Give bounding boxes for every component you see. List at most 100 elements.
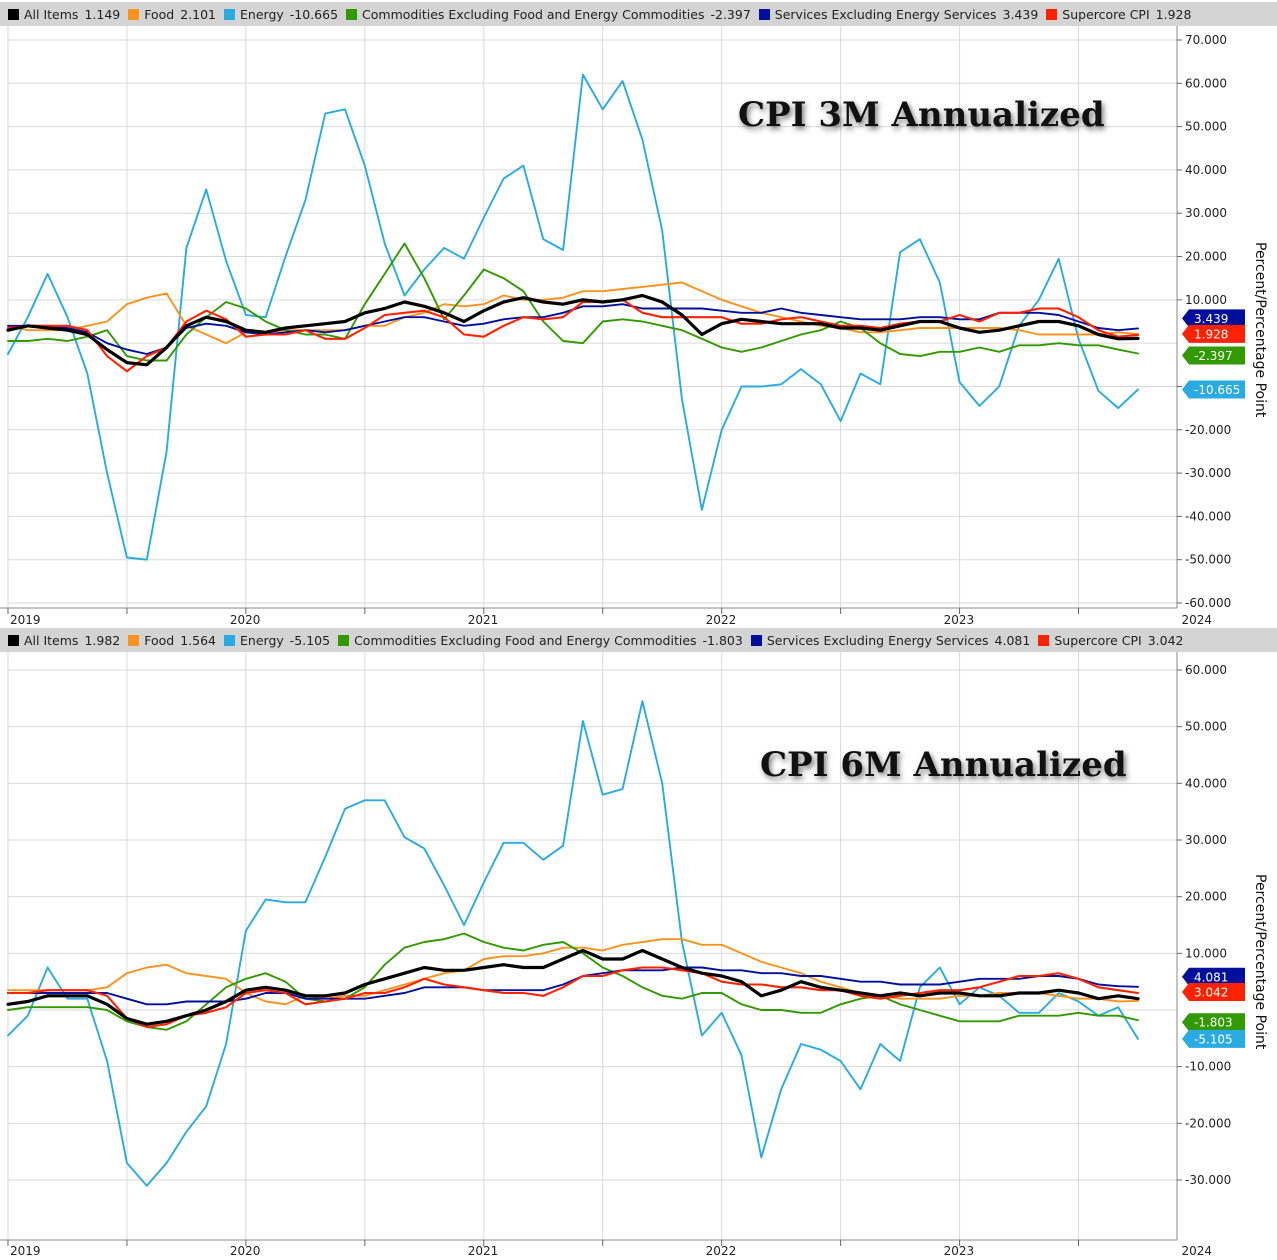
legend-label: Services Excluding Energy Services xyxy=(766,632,989,648)
y-axis-label: Percent/Percentage Point xyxy=(1252,874,1268,1050)
x-tick-label: 2019 xyxy=(10,1244,41,1258)
legend-swatch xyxy=(128,8,140,20)
legend-item-food: Food 2.101 xyxy=(128,7,216,22)
legend-value: 2.101 xyxy=(180,6,217,22)
y-tick-label: 10.000 xyxy=(1185,946,1227,960)
value-badge-label: 3.439 xyxy=(1194,312,1228,326)
x-tick-label: 2019 xyxy=(10,613,41,627)
legend-swatch xyxy=(750,634,762,646)
legend-item-core-services: Services Excluding Energy Services 3.439 xyxy=(758,6,1038,22)
y-tick-label: -50.000 xyxy=(1185,553,1231,567)
y-axis-label: Percent/Percentage Point xyxy=(1252,242,1268,418)
value-badge-shape xyxy=(1182,346,1245,365)
y-tick-label: 30.000 xyxy=(1185,833,1227,847)
series-line-all-items xyxy=(6,948,1140,1026)
value-badge-label: -1.803 xyxy=(1194,1016,1233,1030)
chart-title: CPI 6M Annualized xyxy=(760,745,1127,785)
x-tick-label: 2023 xyxy=(944,613,975,627)
x-tick-label: 2024 xyxy=(1181,1244,1212,1258)
value-badge-shape xyxy=(1182,1029,1245,1048)
legend-value: -2.397 xyxy=(710,6,751,22)
value-badge-label: 1.928 xyxy=(1194,327,1228,341)
y-tick-label: 20.000 xyxy=(1185,890,1227,904)
x-tick-label: 2021 xyxy=(468,1244,499,1258)
legend-value: 1.928 xyxy=(1155,6,1192,22)
legend-label: Food xyxy=(144,6,175,22)
legend-value: -1.803 xyxy=(702,632,743,648)
value-badge-core-services: 3.439 xyxy=(1182,309,1245,328)
y-tick-label: -30.000 xyxy=(1185,466,1231,480)
y-tick-label: 10.000 xyxy=(1185,293,1227,307)
y-tick-label: 70.000 xyxy=(1185,33,1227,47)
series-line-supercore xyxy=(6,298,1140,373)
value-badge-core-goods: -2.397 xyxy=(1182,346,1245,365)
x-tick-label: 2020 xyxy=(230,613,261,627)
grid xyxy=(7,652,1177,1240)
x-tick-label: 2020 xyxy=(230,1244,261,1258)
value-badge-energy: -10.665 xyxy=(1182,380,1245,399)
legend-item-core-goods: Commodities Excluding Food and Energy Co… xyxy=(346,7,751,22)
y-tick-label: 40.000 xyxy=(1185,776,1227,790)
y-tick-label: -40.000 xyxy=(1185,509,1231,523)
legend-swatch xyxy=(338,634,350,646)
value-badge-label: -10.665 xyxy=(1194,383,1240,397)
legend-label: Energy xyxy=(240,632,284,648)
legend-value: 1.564 xyxy=(180,632,217,648)
legend-label: Supercore CPI xyxy=(1062,6,1150,22)
chart-svg: 70.000 60.000 50.000 40.000 30.000 20.000 10.0… xyxy=(0,26,1268,627)
value-badge-core-goods: -1.803 xyxy=(1182,1013,1245,1032)
value-badge-supercore: 3.042 xyxy=(1182,983,1245,1001)
legend-label: Services Excluding Energy Services xyxy=(774,6,997,22)
y-tick-label: -20.000 xyxy=(1185,1116,1231,1130)
legend-label: All Items xyxy=(24,632,79,648)
y-tick-label: -10.000 xyxy=(1185,1060,1231,1074)
series-line-core-services xyxy=(7,966,1139,1006)
value-badge-shape xyxy=(1182,967,1245,986)
legend-value: 1.149 xyxy=(84,6,121,22)
legend-value: -10.665 xyxy=(289,6,339,22)
y-tick-label: 60.000 xyxy=(1185,663,1227,677)
legend-label: Energy xyxy=(240,6,284,22)
legend-swatch xyxy=(1046,8,1058,20)
legend-swatch xyxy=(758,8,770,20)
legend-value: -5.105 xyxy=(289,632,331,648)
x-tick-label: 2022 xyxy=(706,1244,737,1258)
legend-label: Supercore CPI xyxy=(1054,632,1142,648)
chart-panel-3m: All Items 1.149 Food 2.101 Energy -10.665 Comm… xyxy=(0,2,1277,628)
value-badge-label: 4.081 xyxy=(1194,970,1228,984)
chart-svg: 60.000 50.000 40.000 30.000 20.000 10.000 -10.… xyxy=(0,652,1268,1258)
y-tick-label: 60.000 xyxy=(1185,76,1227,90)
x-tick-label: 2021 xyxy=(468,613,499,627)
legend-label: Food xyxy=(144,632,175,648)
legend-item-core-goods: Commodities Excluding Food and Energy Co… xyxy=(338,633,743,648)
series-lines xyxy=(6,73,1140,561)
value-badge-shape xyxy=(1182,1013,1245,1032)
legend-item-all-items: All Items 1.149 xyxy=(8,7,120,22)
legend-item-energy: Energy -5.105 xyxy=(224,633,330,648)
x-tick-label: 2023 xyxy=(944,1244,975,1258)
series-line-food xyxy=(7,281,1139,345)
legend-label: Commodities Excluding Food and Energy Co… xyxy=(362,6,705,22)
legend-item-core-services: Services Excluding Energy Services 4.081 xyxy=(750,632,1031,648)
value-badge-shape xyxy=(1182,309,1245,328)
series-line-energy xyxy=(7,73,1139,561)
value-badges: 4.081 3.042 -1.803 -5.105 xyxy=(1182,967,1245,1048)
value-badge-shape xyxy=(1182,983,1245,1001)
y-tick-label: 50.000 xyxy=(1185,120,1227,134)
legend-swatch xyxy=(8,8,19,20)
legend-value: 4.081 xyxy=(994,632,1031,648)
value-badge-supercore: 1.928 xyxy=(1182,324,1245,343)
legend-swatch xyxy=(1038,634,1050,646)
legend-label: All Items xyxy=(24,6,79,22)
legend-item-supercore: Supercore CPI 1.928 xyxy=(1046,7,1191,22)
legend-swatch xyxy=(346,8,358,20)
chart-legend: All Items 1.149 Food 2.101 Energy -10.665 Comm… xyxy=(0,2,1277,26)
value-badge-label: -5.105 xyxy=(1194,1032,1233,1046)
value-badge-shape xyxy=(1182,380,1245,399)
series-line-all-items xyxy=(6,293,1140,367)
legend-swatch xyxy=(224,634,236,646)
legend-item-all-items: All Items 1.982 xyxy=(8,633,120,648)
legend-item-energy: Energy -10.665 xyxy=(224,7,338,22)
chart-title: CPI 3M Annualized xyxy=(738,95,1105,135)
legend-value: 3.042 xyxy=(1147,632,1184,648)
